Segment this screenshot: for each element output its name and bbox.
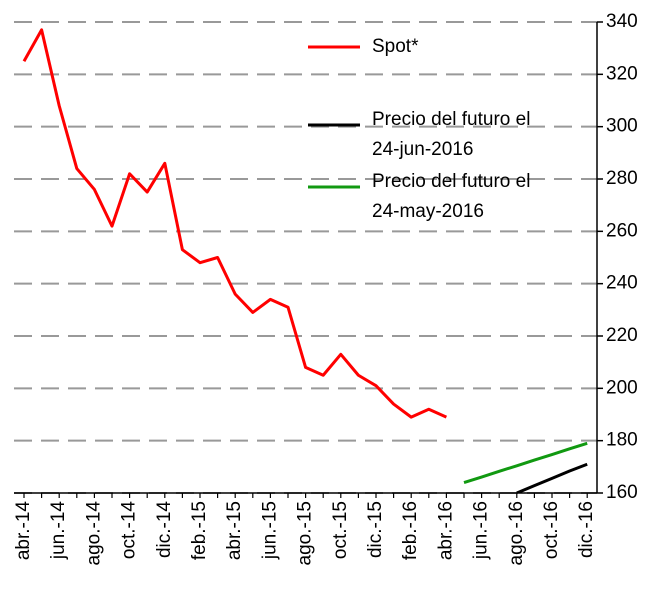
series-line — [516, 462, 588, 493]
y-tick-label: 320 — [606, 63, 638, 84]
legend-label: Spot* — [372, 36, 419, 57]
y-tick-label: 180 — [606, 430, 638, 451]
x-tick-label: oct.-14 — [119, 501, 140, 560]
y-tick-label: 280 — [606, 168, 638, 189]
y-tick-label: 340 — [606, 11, 638, 32]
x-tick-label: jun.-15 — [259, 501, 280, 560]
x-tick-label: jun.-14 — [48, 501, 69, 561]
x-tick-label: feb.-15 — [189, 501, 210, 560]
y-tick-label: 240 — [606, 273, 638, 294]
grid — [14, 21, 597, 494]
x-tick-label: ago.-15 — [295, 501, 316, 565]
y-tick-label: 200 — [606, 377, 638, 398]
y-tick-label: 260 — [606, 220, 638, 241]
x-tick-label: abr.-15 — [224, 501, 245, 560]
x-tick-label: abr.-14 — [13, 501, 34, 561]
plot-area — [22, 28, 588, 493]
x-tick-label: ago.-14 — [83, 501, 104, 566]
y-tick-label: 300 — [606, 116, 638, 137]
x-tick-label: oct.-15 — [330, 501, 351, 559]
x-tick-label: dic.-15 — [365, 501, 386, 558]
series-line — [22, 28, 448, 419]
x-tick-label: feb.-16 — [400, 501, 421, 560]
legend-label: Precio del futuro el 24-may-2016 — [372, 171, 530, 222]
y-tick-label: 220 — [606, 325, 638, 346]
overlay: 160 180 200 220 240 260 280 300 320 340 abr.-14 jun… — [13, 11, 638, 565]
x-tick-label: oct.-16 — [541, 501, 562, 559]
x-tick-label: dic.-14 — [154, 501, 175, 558]
x-tick-label: ago.-16 — [506, 501, 527, 565]
x-tick-label: dic.-16 — [576, 501, 597, 558]
y-tick-label: 160 — [606, 482, 638, 503]
series-line — [463, 441, 588, 484]
legend-label: Precio del futuro el 24-jun-2016 — [372, 109, 530, 160]
x-tick-label: abr.-16 — [435, 501, 456, 560]
x-tick-label: jun.-16 — [471, 501, 492, 560]
